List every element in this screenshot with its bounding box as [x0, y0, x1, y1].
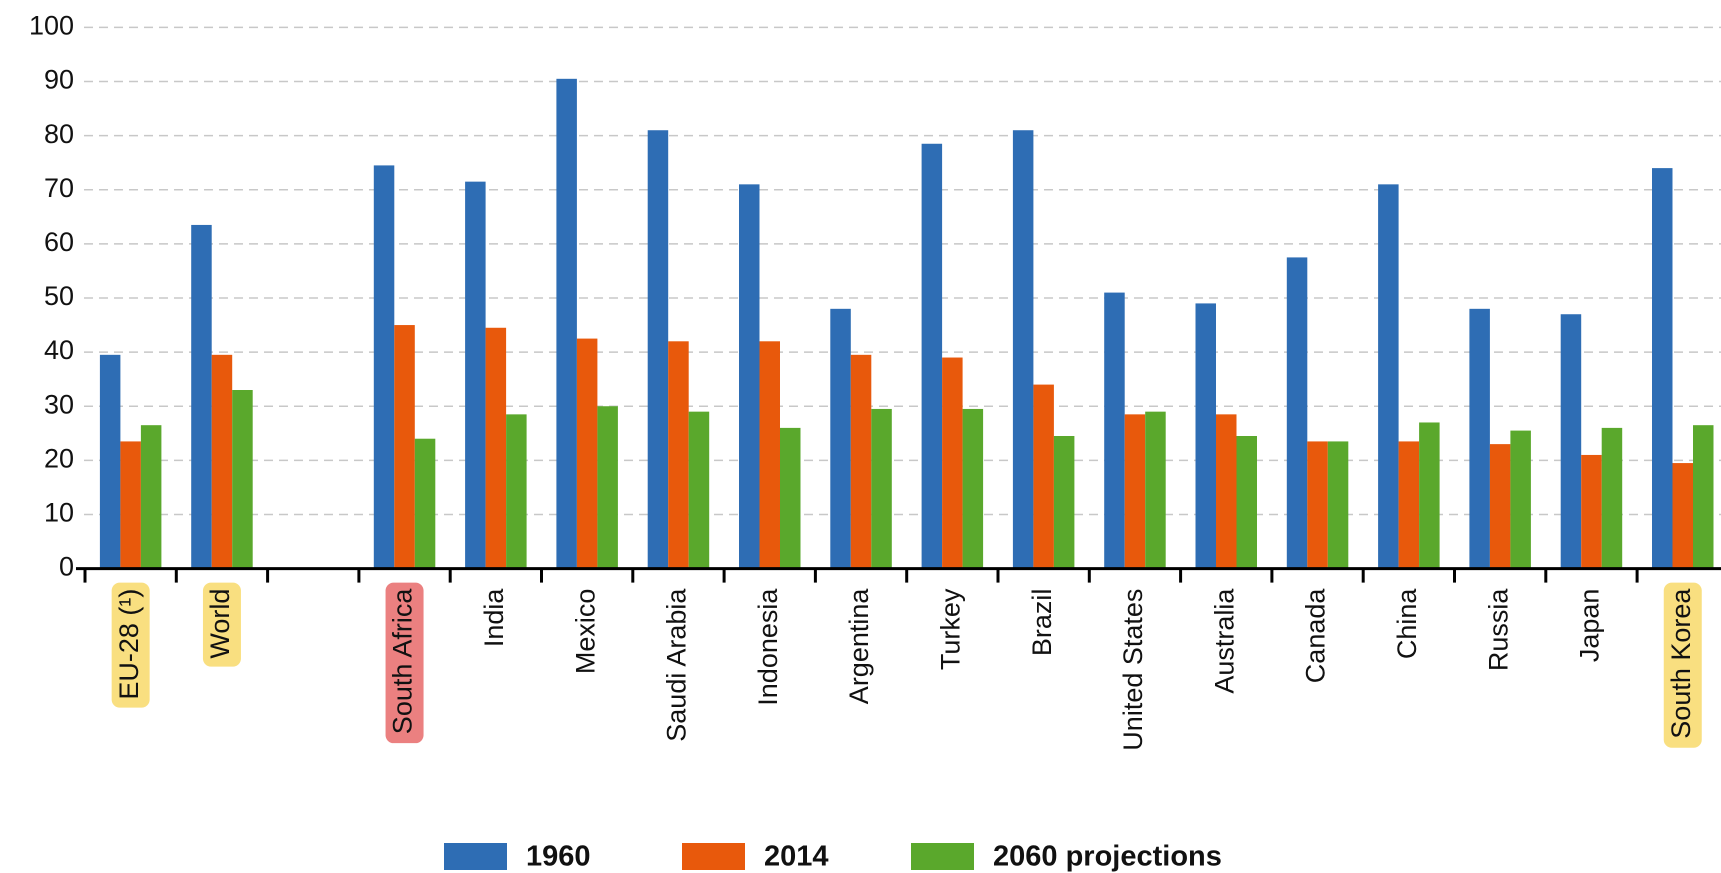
- x-tick-label: Argentina: [844, 588, 874, 705]
- bar: [1033, 384, 1054, 569]
- bar: [191, 224, 212, 569]
- bar: [394, 325, 415, 569]
- y-tick-label: 30: [44, 389, 74, 419]
- bar: [647, 130, 669, 569]
- x-tick-label: Brazil: [1027, 589, 1057, 657]
- bar: [1469, 308, 1490, 569]
- bar: [120, 441, 141, 569]
- bar: [759, 341, 780, 569]
- y-tick-label: 10: [44, 498, 74, 528]
- bar: [1104, 292, 1125, 569]
- bar: [739, 184, 760, 569]
- label-highlight: [385, 582, 424, 744]
- x-tick-label: Saudi Arabia: [662, 588, 692, 742]
- bar: [1124, 414, 1146, 569]
- bar: [1489, 444, 1511, 569]
- y-tick-label: 90: [44, 65, 74, 95]
- bar: [211, 354, 233, 569]
- bar: [1327, 441, 1349, 569]
- x-tick-label: Mexico: [570, 589, 600, 675]
- bar: [1378, 184, 1399, 569]
- bar: [1216, 414, 1237, 569]
- bar: [414, 438, 436, 569]
- legend-swatch: [444, 843, 507, 870]
- bar: [850, 354, 872, 569]
- legend-swatch: [911, 843, 974, 870]
- bar: [830, 308, 851, 569]
- bar: [1195, 303, 1216, 569]
- bar: [921, 143, 943, 569]
- bar: [373, 165, 395, 569]
- x-tick-label: China: [1392, 588, 1422, 660]
- bar: [780, 427, 801, 569]
- y-tick-label: 80: [44, 119, 74, 149]
- x-tick-label: South Africa: [388, 588, 418, 735]
- x-tick-label: South Korea: [1666, 588, 1696, 739]
- bar: [688, 411, 710, 569]
- label-highlight: [202, 582, 241, 667]
- bar: [1398, 441, 1420, 569]
- bar: [871, 408, 892, 569]
- label-highlight: [111, 582, 150, 708]
- y-tick-label: 50: [44, 281, 74, 311]
- bar: [1307, 441, 1328, 569]
- y-tick-label: 0: [59, 552, 74, 582]
- bar: [506, 414, 527, 569]
- bar: [1560, 314, 1582, 569]
- bar: [1693, 425, 1714, 569]
- y-tick-label: 100: [29, 11, 74, 41]
- legend-swatch: [682, 843, 745, 870]
- bar: [1652, 168, 1673, 569]
- bar: [232, 390, 253, 569]
- bar: [962, 408, 984, 569]
- legend-label: 2060 projections: [993, 841, 1222, 873]
- legend-label: 1960: [526, 841, 591, 873]
- y-tick-label: 60: [44, 227, 74, 257]
- x-tick-label: World: [205, 589, 235, 659]
- bar: [1236, 436, 1257, 569]
- bar: [99, 354, 121, 569]
- bar: [1053, 436, 1075, 569]
- x-tick-label: Turkey: [935, 588, 965, 670]
- y-tick-label: 40: [44, 335, 74, 365]
- bar: [942, 357, 963, 569]
- y-tick-label: 70: [44, 173, 74, 203]
- bar: [140, 425, 162, 569]
- legend-label: 2014: [764, 841, 829, 873]
- bar: [465, 181, 486, 569]
- bar: [668, 341, 689, 569]
- bar: [1672, 463, 1693, 569]
- label-highlight: [1663, 582, 1702, 748]
- bar: [1510, 430, 1531, 569]
- bar: [1601, 427, 1623, 569]
- x-tick-label: Australia: [1209, 588, 1239, 694]
- bar: [1419, 422, 1440, 569]
- bar: [1012, 130, 1034, 569]
- y-tick-label: 20: [44, 443, 74, 473]
- x-tick-label: Canada: [1301, 588, 1331, 684]
- bar: [576, 338, 598, 569]
- x-tick-label: India: [479, 588, 509, 648]
- x-tick-label: United States: [1118, 589, 1148, 751]
- bar: [1581, 454, 1602, 569]
- bar: [485, 327, 507, 569]
- x-tick-label: Russia: [1483, 588, 1513, 672]
- x-tick-label: Indonesia: [753, 588, 783, 706]
- x-tick-label: Japan: [1575, 589, 1605, 663]
- x-tick-label: EU-28 (¹): [114, 589, 144, 700]
- bar: [556, 78, 577, 569]
- bar: [597, 406, 618, 569]
- bar: [1286, 257, 1308, 569]
- bar: [1145, 411, 1166, 569]
